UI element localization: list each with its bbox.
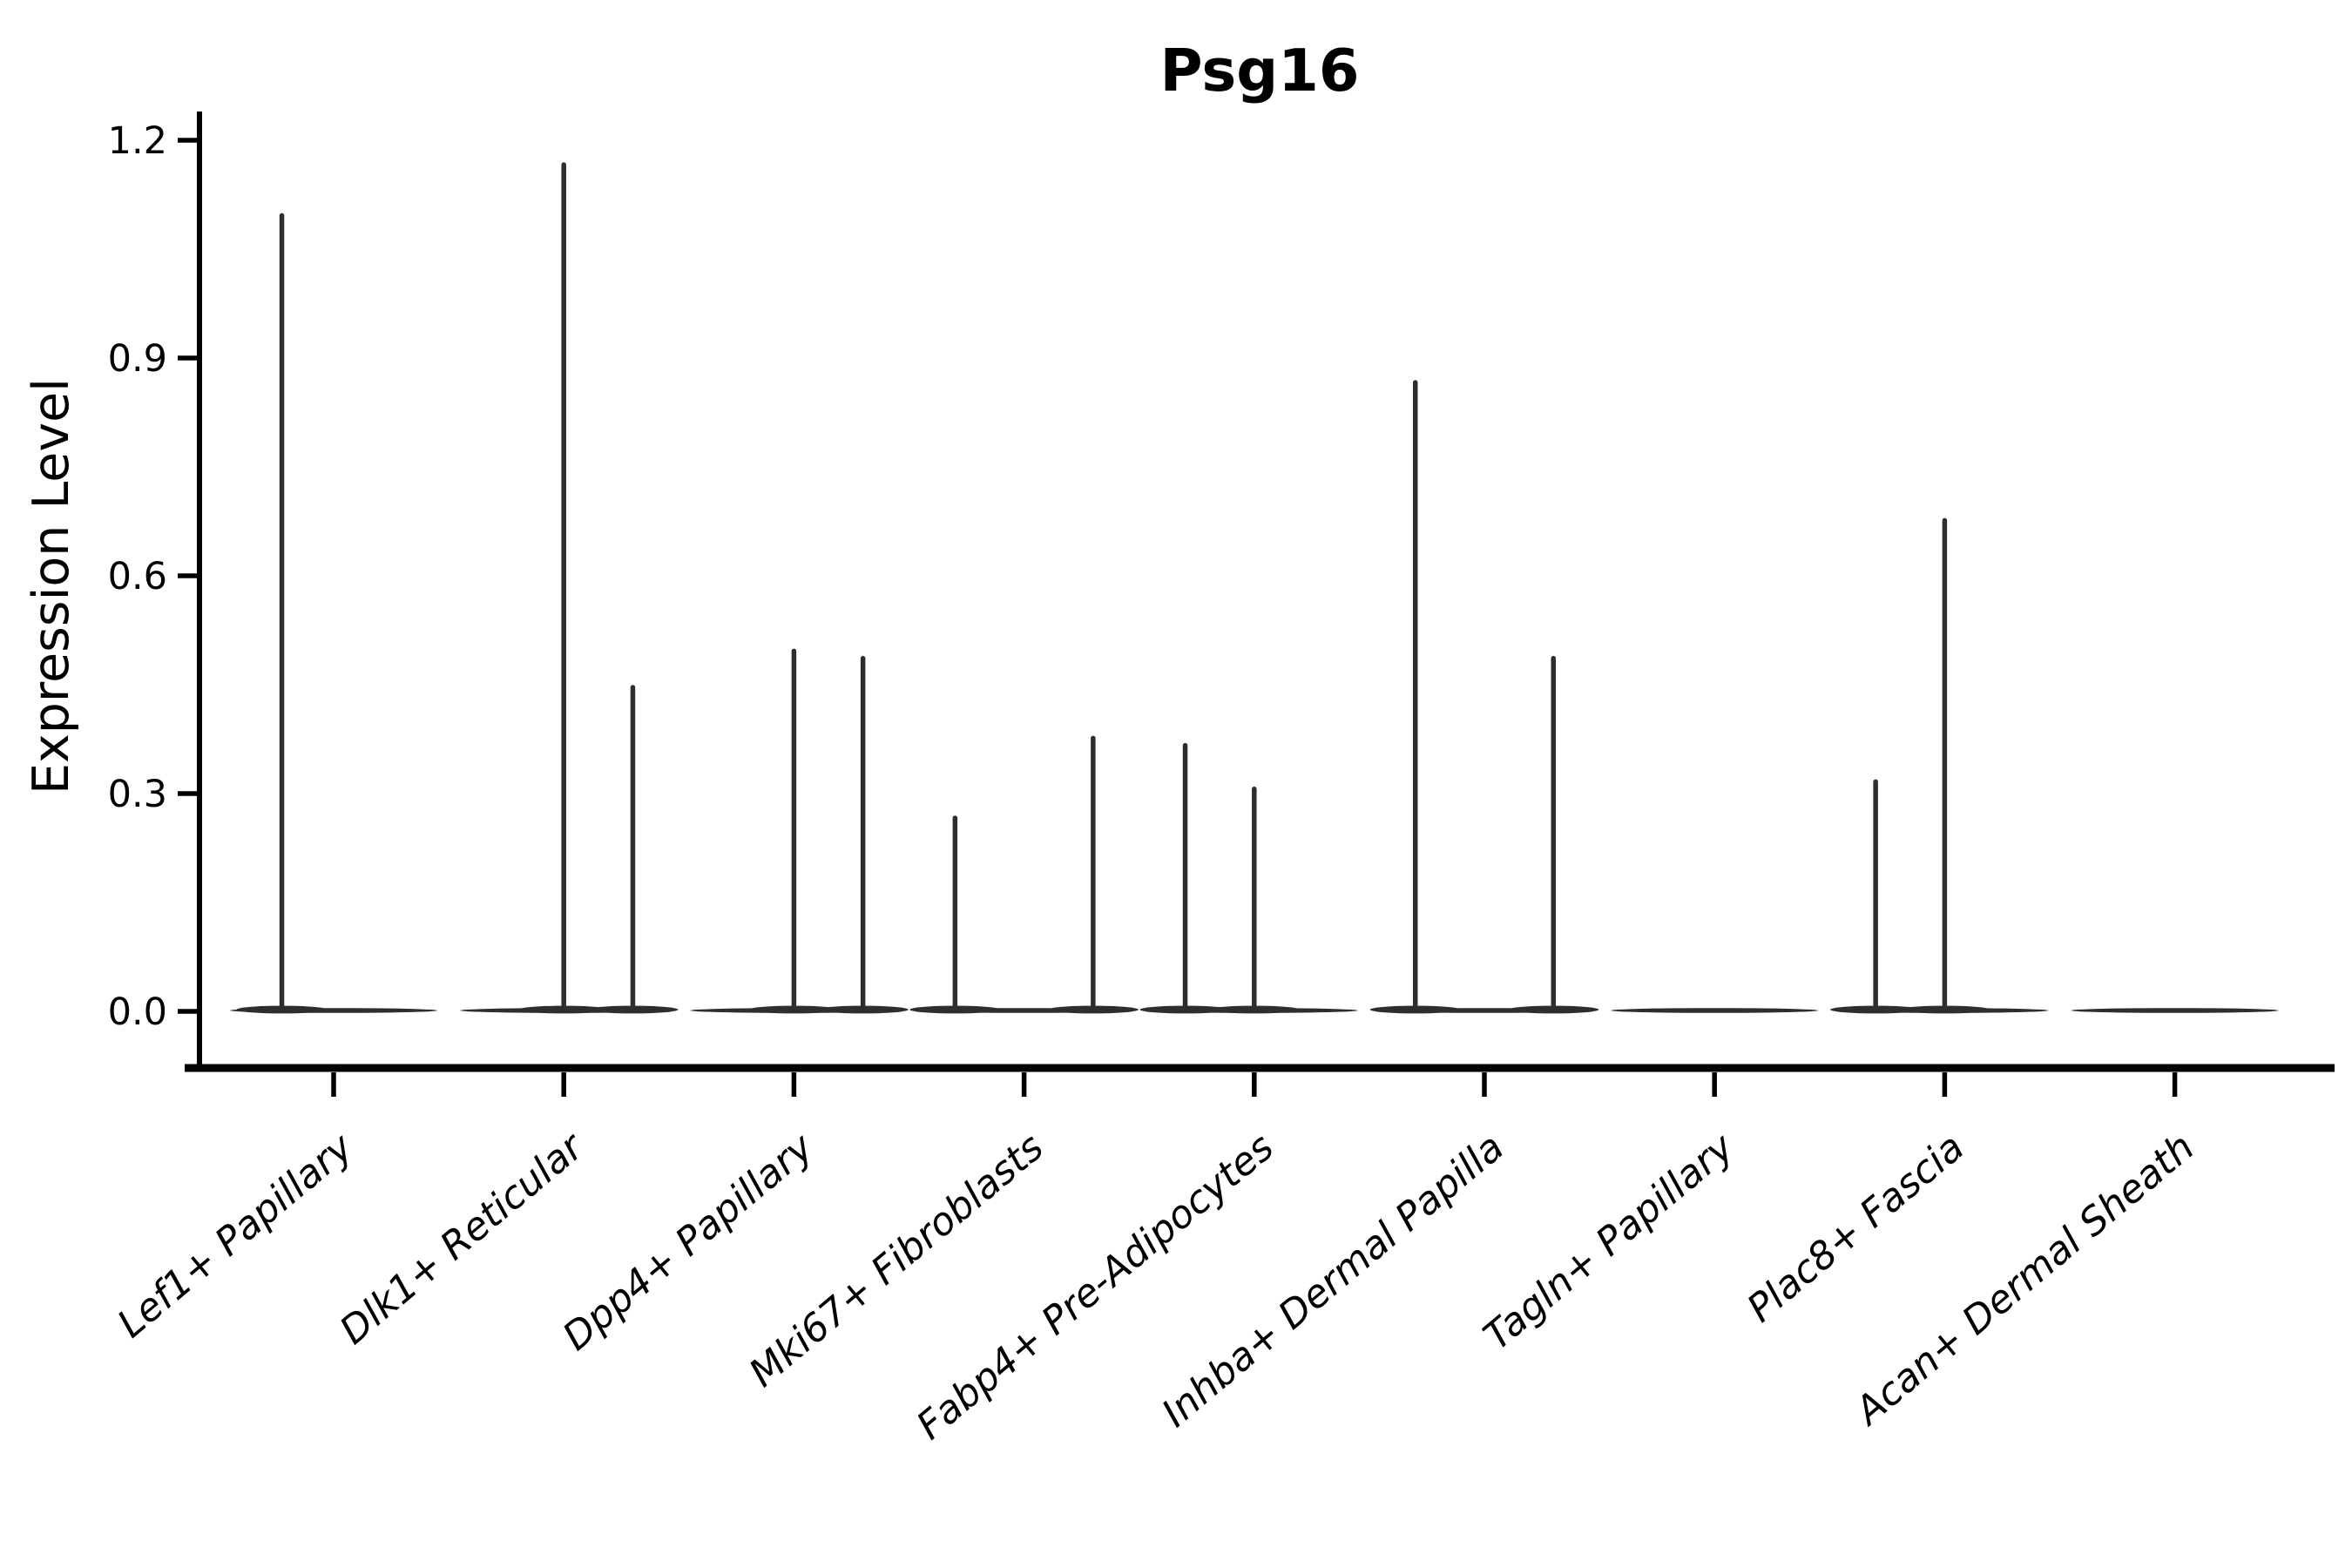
y-axis-tick-labels: 0.0 0.3 0.6 0.9 1.2 [108, 119, 167, 1034]
y-tick-label: 0.6 [108, 555, 167, 598]
y-tick-label: 0.0 [108, 990, 167, 1034]
y-tick-label: 1.2 [108, 119, 167, 163]
chart-title: Psg16 [1159, 37, 1359, 105]
violin-base [1611, 1008, 1819, 1013]
axes [178, 112, 2335, 1097]
y-axis-label: Expression Level [23, 378, 80, 794]
y-tick-label: 0.3 [108, 773, 167, 816]
y-tick-label: 0.9 [108, 337, 167, 381]
violin-base [2071, 1008, 2279, 1013]
violins [230, 162, 2279, 1014]
